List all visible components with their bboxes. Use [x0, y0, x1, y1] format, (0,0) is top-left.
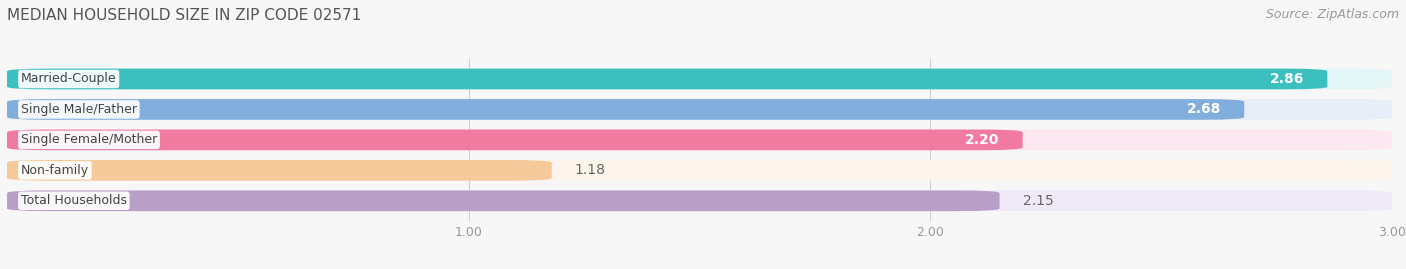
FancyBboxPatch shape	[7, 130, 1022, 150]
FancyBboxPatch shape	[7, 69, 1392, 89]
Text: Non-family: Non-family	[21, 164, 89, 177]
Text: 2.86: 2.86	[1270, 72, 1305, 86]
Text: Source: ZipAtlas.com: Source: ZipAtlas.com	[1265, 8, 1399, 21]
Text: Single Male/Father: Single Male/Father	[21, 103, 136, 116]
FancyBboxPatch shape	[7, 190, 1000, 211]
FancyBboxPatch shape	[7, 160, 551, 181]
Text: 1.18: 1.18	[575, 163, 606, 177]
FancyBboxPatch shape	[7, 99, 1244, 120]
FancyBboxPatch shape	[7, 99, 1392, 120]
FancyBboxPatch shape	[7, 69, 1327, 89]
FancyBboxPatch shape	[7, 160, 1392, 181]
Text: 2.68: 2.68	[1187, 102, 1222, 116]
FancyBboxPatch shape	[7, 190, 1392, 211]
Text: 2.15: 2.15	[1022, 194, 1053, 208]
FancyBboxPatch shape	[7, 130, 1392, 150]
Text: Single Female/Mother: Single Female/Mother	[21, 133, 157, 146]
Text: Total Households: Total Households	[21, 194, 127, 207]
Text: 2.20: 2.20	[965, 133, 1000, 147]
Text: Married-Couple: Married-Couple	[21, 72, 117, 86]
Text: MEDIAN HOUSEHOLD SIZE IN ZIP CODE 02571: MEDIAN HOUSEHOLD SIZE IN ZIP CODE 02571	[7, 8, 361, 23]
